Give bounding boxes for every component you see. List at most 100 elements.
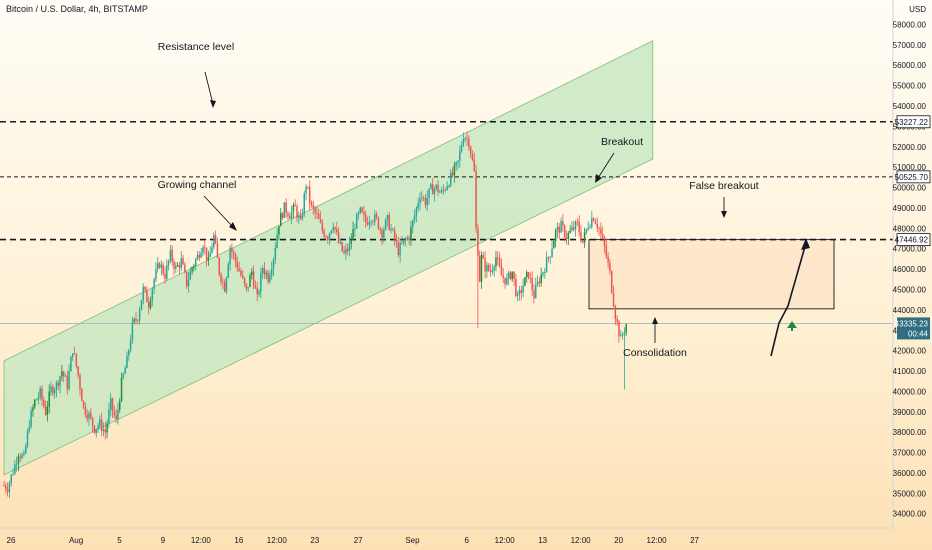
- candle-body: [37, 397, 40, 400]
- candle-body: [321, 222, 324, 231]
- candle-body: [397, 242, 400, 256]
- candle-body: [390, 229, 392, 230]
- price-tick-label: 50000.00: [893, 184, 927, 193]
- level-price-box-2: 47446.92: [895, 233, 931, 246]
- annotation-consolidation-arrowhead: [652, 317, 658, 324]
- candle-body: [171, 249, 173, 262]
- annotation-channel-arrowhead: [229, 222, 237, 231]
- candle-body: [182, 258, 184, 265]
- candle-body: [477, 228, 479, 256]
- candle-body: [256, 288, 258, 295]
- candle-body: [278, 226, 280, 235]
- candle-body: [254, 286, 257, 289]
- candle-body: [97, 426, 99, 429]
- annotation-breakout-arrow: [597, 152, 615, 179]
- candle-body: [142, 286, 145, 301]
- candle-body: [276, 234, 278, 248]
- candle-body: [285, 202, 287, 214]
- candle-body: [70, 357, 72, 372]
- candles-group: [3, 131, 627, 499]
- candle-body: [216, 243, 219, 258]
- candle-body: [323, 230, 325, 237]
- level-price-box-label: 47446.92: [895, 236, 929, 245]
- candle-body: [430, 184, 432, 189]
- candle-body: [621, 334, 624, 336]
- candle-body: [346, 248, 349, 251]
- candle-body: [50, 386, 52, 392]
- candle-body: [580, 232, 582, 241]
- candle-body: [482, 255, 485, 259]
- candle-body: [518, 290, 521, 295]
- candle-body: [440, 190, 443, 192]
- candle-body: [111, 398, 114, 411]
- candle-body: [623, 332, 626, 335]
- price-tick-label: 48000.00: [893, 224, 927, 233]
- candle-body: [603, 237, 606, 246]
- candle-body: [109, 398, 112, 410]
- candle-body: [53, 389, 56, 394]
- candle-body: [196, 254, 199, 260]
- candle-body: [32, 407, 34, 411]
- candle-body: [607, 256, 609, 263]
- candle-body: [178, 265, 181, 268]
- candle-body: [428, 188, 430, 198]
- candle-body: [158, 263, 161, 268]
- candle-body: [504, 277, 506, 285]
- candle-body: [585, 228, 588, 233]
- candle-body: [596, 223, 599, 229]
- candle-body: [231, 247, 233, 252]
- candle-body: [547, 257, 550, 259]
- candle-body: [435, 184, 438, 189]
- candle-body: [270, 269, 273, 275]
- candle-body: [28, 426, 31, 432]
- candle-body: [59, 376, 61, 387]
- price-axis-currency: USD: [909, 5, 926, 14]
- consolidation-range-box: [588, 239, 835, 310]
- candle-body: [19, 456, 22, 459]
- candle-body: [319, 218, 322, 223]
- current-price-box-bg: [897, 317, 930, 340]
- candle-body: [317, 213, 320, 219]
- price-tick-label: 44000.00: [893, 306, 927, 315]
- candle-body: [204, 247, 206, 249]
- candle-body: [459, 151, 461, 161]
- candle-body: [153, 279, 155, 290]
- candle-body: [524, 277, 526, 286]
- candle-body: [578, 221, 580, 233]
- candle-body: [166, 265, 168, 279]
- candle-body: [73, 353, 76, 355]
- candle-body: [77, 366, 79, 376]
- candle-body: [355, 214, 358, 229]
- candle-body: [368, 222, 371, 225]
- candle-body: [48, 391, 50, 407]
- candle-body: [511, 271, 513, 280]
- current-price-countdown: 00:44: [908, 329, 929, 338]
- candle-body: [223, 281, 226, 292]
- price-tick-label: 34000.00: [893, 510, 927, 519]
- candle-body: [294, 204, 296, 207]
- candle-body: [618, 321, 620, 337]
- price-tick-label: 47000.00: [893, 245, 927, 254]
- candle-body: [426, 197, 428, 206]
- candle-body: [556, 226, 559, 231]
- candle-body: [133, 319, 135, 322]
- price-tick-label: 52000.00: [893, 143, 927, 152]
- price-tick-label: 41000.00: [893, 367, 927, 376]
- candle-body: [191, 267, 193, 272]
- candle-body: [587, 227, 589, 229]
- candle-body: [408, 237, 410, 241]
- candle-body: [439, 191, 441, 193]
- candle-body: [122, 373, 125, 378]
- candle-body: [17, 456, 20, 464]
- candle-body: [220, 274, 222, 282]
- candle-body: [401, 243, 403, 244]
- candle-body: [79, 375, 81, 390]
- candle-body: [379, 228, 381, 230]
- price-tick-label: 38000.00: [893, 428, 927, 437]
- level-price-box-bg: [896, 233, 931, 246]
- candle-body: [469, 146, 472, 155]
- candle-body: [303, 193, 305, 214]
- candle-body: [33, 399, 36, 408]
- candle-body: [100, 419, 103, 432]
